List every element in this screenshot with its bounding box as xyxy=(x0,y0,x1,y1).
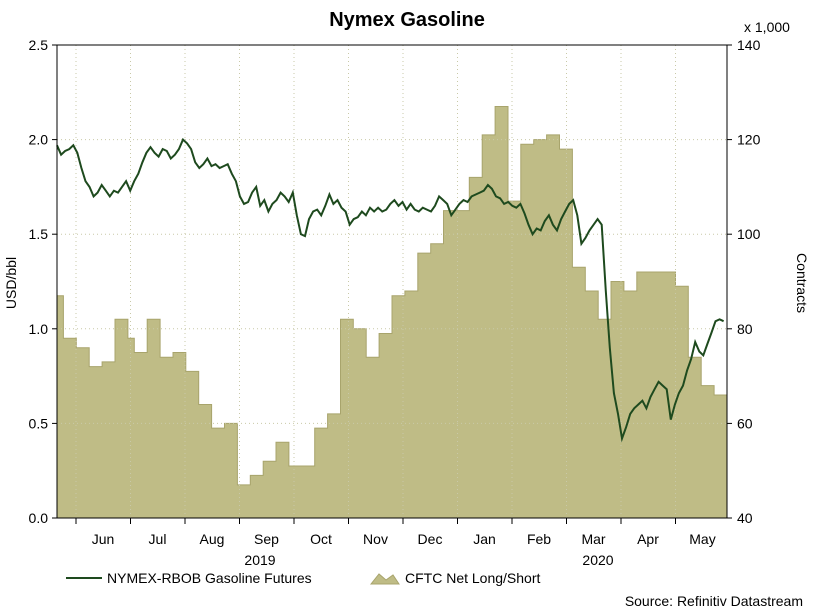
x-year-label: 2019 xyxy=(244,552,275,568)
plot-frame xyxy=(56,44,728,519)
legend-area-swatch xyxy=(369,573,400,585)
right-tick-label: 140 xyxy=(737,37,761,53)
left-tick-label: 0.5 xyxy=(29,415,49,431)
cftc-area xyxy=(56,106,728,519)
x-month-label: Aug xyxy=(200,531,225,547)
left-axis: 0.0 0.5 1.0 1.5 2.0 2.5 xyxy=(29,37,57,526)
right-axis: 40 60 80 100 120 140 xyxy=(727,37,761,526)
right-tick-label: 100 xyxy=(737,226,761,242)
x-year-label: 2020 xyxy=(582,552,613,568)
right-axis-label: Contracts xyxy=(794,253,810,313)
x-axis: Jun Jul Aug Sep Oct Nov Dec Jan Feb Mar Apr May 2019… xyxy=(75,518,716,568)
area-series-layer xyxy=(56,106,728,519)
x-month-label: Feb xyxy=(527,531,551,547)
left-tick-label: 1.0 xyxy=(29,321,49,337)
right-tick-label: 120 xyxy=(737,132,761,148)
x-month-label: May xyxy=(689,531,715,547)
x-month-label: Oct xyxy=(310,531,332,547)
right-axis-unit: x 1,000 xyxy=(744,19,790,35)
legend-label-line: NYMEX-RBOB Gasoline Futures xyxy=(107,570,312,586)
x-month-label: Jan xyxy=(473,531,496,547)
x-month-label: Nov xyxy=(363,531,388,547)
rbob-line xyxy=(56,137,725,443)
left-axis-label: USD/bbl xyxy=(3,257,19,309)
left-tick-label: 2.0 xyxy=(29,132,49,148)
right-tick-label: 60 xyxy=(737,415,753,431)
chart-title: Nymex Gasoline xyxy=(329,9,485,31)
right-tick-label: 80 xyxy=(737,321,753,337)
left-tick-label: 2.5 xyxy=(29,37,49,53)
left-tick-label: 1.5 xyxy=(29,226,49,242)
right-tick-label: 40 xyxy=(737,510,753,526)
x-month-label: Mar xyxy=(581,531,605,547)
grid-layer xyxy=(57,44,727,519)
x-month-label: Dec xyxy=(418,531,443,547)
line-series-layer xyxy=(56,137,725,443)
left-tick-label: 0.0 xyxy=(29,510,49,526)
x-month-label: Jun xyxy=(92,531,115,547)
legend: NYMEX-RBOB Gasoline Futures CFTC Net Lon… xyxy=(66,570,540,586)
x-month-label: Sep xyxy=(254,531,279,547)
source-label: Source: Refinitiv Datastream xyxy=(625,593,803,609)
legend-label-area: CFTC Net Long/Short xyxy=(405,570,540,586)
x-month-label: Jul xyxy=(149,531,167,547)
x-month-label: Apr xyxy=(637,531,659,547)
